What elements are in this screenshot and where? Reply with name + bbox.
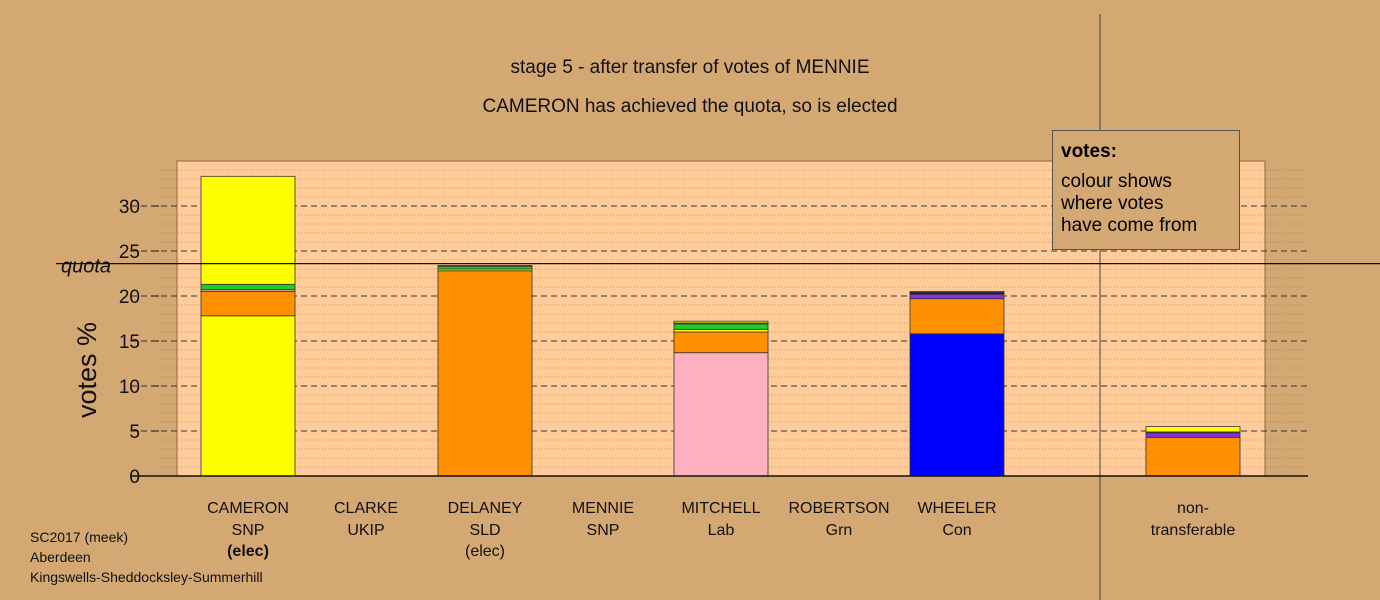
candidate-name-label: DELANEY	[448, 500, 523, 517]
y-tick-label: 0	[129, 467, 140, 488]
y-tick-label: 25	[119, 242, 140, 263]
y-tick-label: 20	[119, 287, 140, 308]
chart-subtitle: CAMERON has achieved the quota, so is el…	[482, 96, 898, 117]
candidate-party-label: UKIP	[347, 522, 384, 539]
bar-segment	[1145, 436, 1241, 477]
bar-segment	[437, 265, 533, 270]
candidate-party-label: SLD	[469, 522, 500, 539]
y-tick-label: 15	[119, 332, 140, 353]
chart-title: stage 5 - after transfer of votes of MEN…	[510, 57, 870, 78]
bar-segment	[673, 328, 769, 333]
legend-heading: votes:	[1061, 141, 1117, 162]
candidate-name-label: WHEELER	[917, 500, 996, 517]
bar-segment	[909, 298, 1005, 335]
y-tick-label: 30	[119, 197, 140, 218]
legend: votes: colour shows where votes have com…	[1052, 130, 1240, 250]
candidate-name-label: CLARKE	[334, 500, 398, 517]
candidate-party-label: SNP	[232, 522, 265, 539]
candidate-status-label: (elec)	[465, 543, 505, 560]
bar-segment	[437, 270, 533, 477]
legend-line: have come from	[1061, 215, 1198, 236]
candidate-status-label: (elec)	[227, 543, 269, 560]
candidate-name-label: CAMERON	[207, 500, 289, 517]
legend-line: colour shows	[1061, 171, 1172, 192]
footer-info: SC2017 (meek) Aberdeen Kingswells-Sheddo…	[30, 527, 263, 587]
bar-segment	[200, 315, 296, 477]
bar-segment	[673, 352, 769, 477]
bar-segment	[909, 291, 1005, 293]
bar-segment	[200, 175, 296, 285]
candidate-name-label: non-	[1177, 500, 1209, 517]
y-axis-label: votes %	[72, 322, 102, 418]
bar-segment	[673, 323, 769, 330]
candidate-party-label: Con	[942, 522, 971, 539]
candidate-party-label: Lab	[708, 522, 735, 539]
candidate-party-label: transferable	[1151, 522, 1236, 539]
bar-segment	[909, 333, 1005, 477]
bar-segment	[1145, 426, 1241, 433]
bar-segment	[673, 320, 769, 324]
candidate-party-label: Grn	[826, 522, 853, 539]
bar-segment	[909, 293, 1005, 300]
legend-line: where votes	[1061, 193, 1164, 214]
candidate-name-label: MENNIE	[572, 500, 634, 517]
y-tick-label: 5	[129, 422, 140, 443]
bar-segment	[200, 291, 296, 317]
bar-segment	[1145, 432, 1241, 438]
quota-label: quota	[61, 256, 111, 278]
bar-segment	[673, 331, 769, 354]
bar-segment	[200, 283, 296, 291]
bar-segment	[437, 264, 533, 267]
y-tick-label: 10	[119, 377, 140, 398]
candidate-name-label: ROBERTSON	[788, 500, 889, 517]
candidate-party-label: SNP	[587, 522, 620, 539]
footer-line: Aberdeen	[30, 549, 91, 565]
footer-line: SC2017 (meek)	[30, 529, 129, 545]
footer-line: Kingswells-Sheddocksley-Summerhill	[30, 569, 263, 585]
candidate-name-label: MITCHELL	[681, 500, 760, 517]
